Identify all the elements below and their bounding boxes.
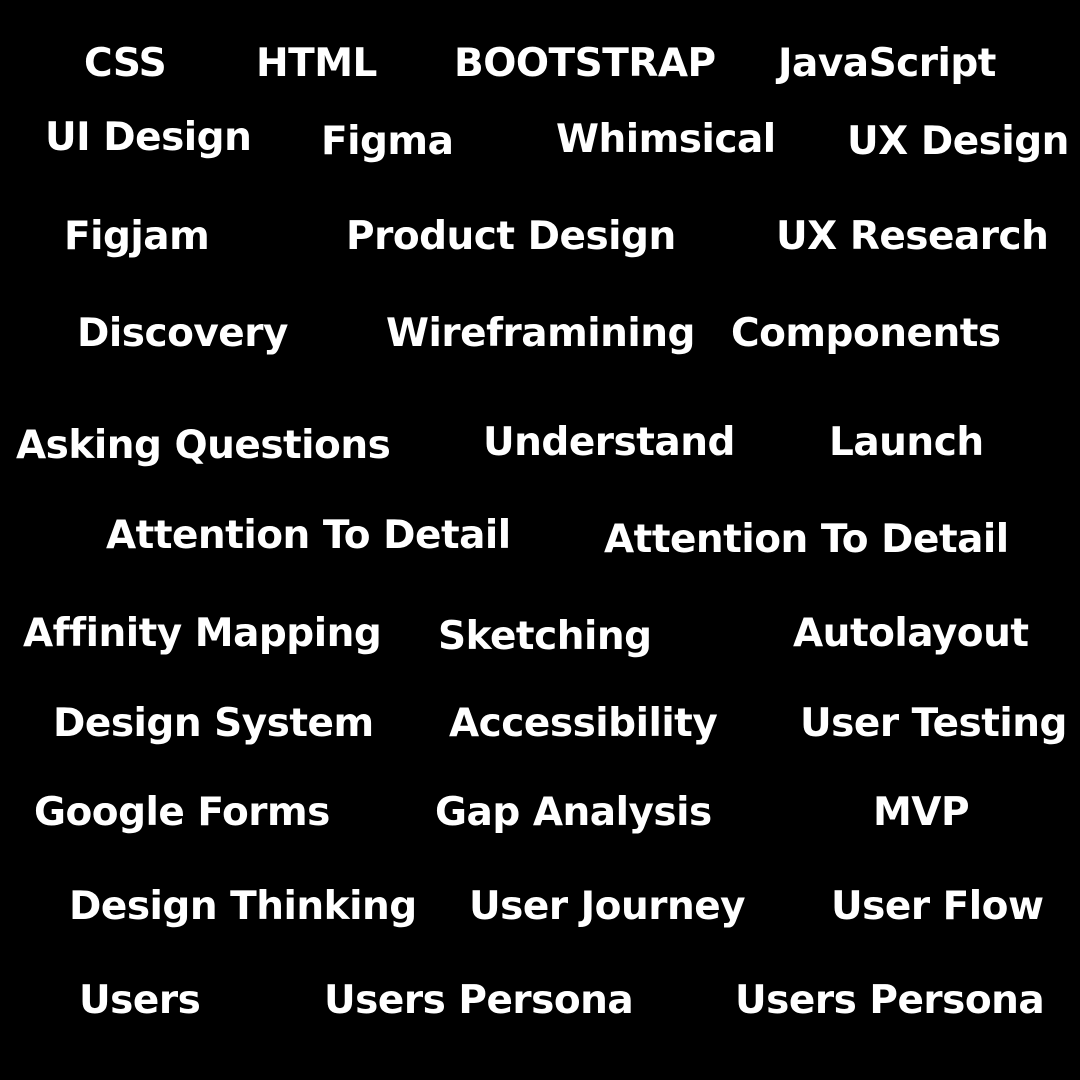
skill-word-understand: Understand: [483, 420, 735, 465]
skill-word-affinity-mapping: Affinity Mapping: [23, 611, 382, 656]
skill-word-ux-research: UX Research: [776, 214, 1049, 259]
skill-word-design-thinking: Design Thinking: [69, 884, 417, 929]
skill-word-launch: Launch: [829, 420, 984, 465]
skill-word-bootstrap: BOOTSTRAP: [454, 41, 716, 86]
skill-word-user-testing: User Testing: [800, 701, 1067, 746]
skill-word-users-persona: Users Persona: [324, 978, 634, 1023]
skill-word-sketching: Sketching: [438, 614, 652, 659]
skill-word-ux-design: UX Design: [847, 119, 1069, 164]
skill-word-javascript: JavaScript: [778, 41, 996, 86]
skill-word-figma: Figma: [321, 119, 454, 164]
skill-word-wireframining: Wireframining: [386, 311, 695, 356]
skill-word-user-flow: User Flow: [831, 884, 1044, 929]
skill-word-autolayout: Autolayout: [793, 611, 1029, 656]
skill-word-html: HTML: [256, 41, 377, 86]
skill-word-product-design: Product Design: [346, 214, 676, 259]
skill-word-user-journey: User Journey: [469, 884, 746, 929]
skill-word-attention-to-detail: Attention To Detail: [604, 517, 1009, 562]
skill-word-discovery: Discovery: [77, 311, 288, 356]
skill-word-css: CSS: [84, 41, 167, 86]
skill-word-users: Users: [79, 978, 201, 1023]
skill-word-ui-design: UI Design: [45, 115, 252, 160]
skill-word-figjam: Figjam: [64, 214, 210, 259]
skill-word-mvp: MVP: [873, 790, 970, 835]
skill-word-google-forms: Google Forms: [34, 790, 330, 835]
skill-word-components: Components: [731, 311, 1001, 356]
skill-word-accessibility: Accessibility: [449, 701, 718, 746]
skill-word-asking-questions: Asking Questions: [16, 423, 391, 468]
skill-word-design-system: Design System: [53, 701, 374, 746]
skill-word-attention-to-detail: Attention To Detail: [106, 513, 511, 558]
skill-word-gap-analysis: Gap Analysis: [435, 790, 712, 835]
skill-word-users-persona: Users Persona: [735, 978, 1045, 1023]
skill-word-whimsical: Whimsical: [556, 117, 776, 162]
